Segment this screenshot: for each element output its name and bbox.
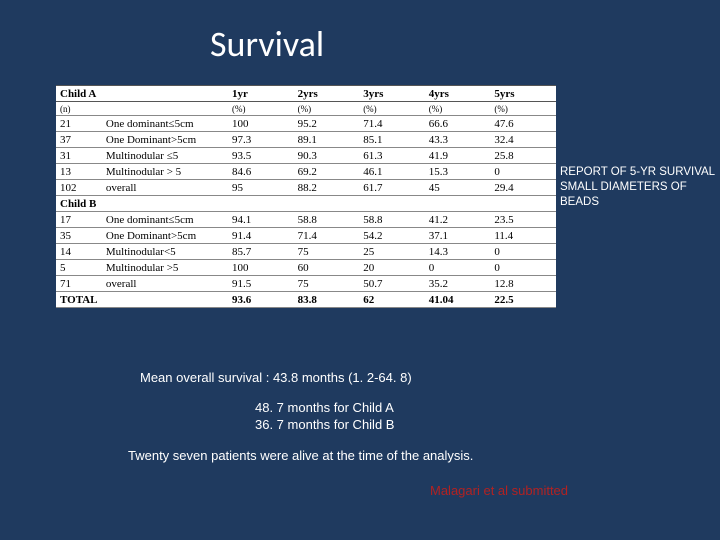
table-header-row: Child A 1yr 2yrs 3yrs 4yrs 5yrs bbox=[56, 86, 556, 102]
header-childA: Child A bbox=[56, 86, 102, 102]
header-2yrs: 2yrs bbox=[294, 86, 360, 102]
child-a-months: 48. 7 months for Child A bbox=[255, 400, 394, 415]
table-row: 102overall9588.261.74529.4 bbox=[56, 180, 556, 196]
table-row: 31Multinodular ≤593.590.361.341.925.8 bbox=[56, 148, 556, 164]
child-b-months: 36. 7 months for Child B bbox=[255, 417, 394, 432]
table-row: 71overall91.57550.735.212.8 bbox=[56, 276, 556, 292]
page-title: Survival bbox=[210, 22, 324, 66]
header-3yrs: 3yrs bbox=[359, 86, 425, 102]
total-row: TOTAL93.683.86241.0422.5 bbox=[56, 292, 556, 308]
table-row: 17One dominant≤5cm94.158.858.841.223.5 bbox=[56, 212, 556, 228]
side-note-line1: REPORT OF 5-YR SURVIVAL bbox=[560, 166, 715, 178]
side-note: REPORT OF 5-YR SURVIVAL SMALL DIAMETERS … bbox=[560, 165, 720, 210]
mean-survival-text: Mean overall survival : 43.8 months (1. … bbox=[140, 370, 412, 385]
table-row: 14Multinodular<585.7752514.30 bbox=[56, 244, 556, 260]
table-row: 21One dominant≤5cm10095.271.466.647.6 bbox=[56, 116, 556, 132]
header-4yrs: 4yrs bbox=[425, 86, 491, 102]
side-note-line2: SMALL DIAMETERS OF BEADS bbox=[560, 181, 687, 208]
survival-table: Child A 1yr 2yrs 3yrs 4yrs 5yrs (n) (%) … bbox=[56, 85, 556, 308]
table-row: 13Multinodular > 584.669.246.115.30 bbox=[56, 164, 556, 180]
header-1yr: 1yr bbox=[228, 86, 294, 102]
patients-alive-text: Twenty seven patients were alive at the … bbox=[128, 448, 473, 463]
citation-text: Malagari et al submitted bbox=[430, 483, 568, 498]
header-5yrs: 5yrs bbox=[490, 86, 556, 102]
table-row: 35One Dominant>5cm91.471.454.237.111.4 bbox=[56, 228, 556, 244]
table-row: 5Multinodular >5100602000 bbox=[56, 260, 556, 276]
childB-row: Child B bbox=[56, 196, 556, 212]
table-subheader-row: (n) (%) (%) (%) (%) (%) bbox=[56, 102, 556, 116]
table-row: 37One Dominant>5cm97.389.185.143.332.4 bbox=[56, 132, 556, 148]
header-blank bbox=[102, 86, 228, 102]
subheader-n: (n) bbox=[56, 102, 102, 116]
